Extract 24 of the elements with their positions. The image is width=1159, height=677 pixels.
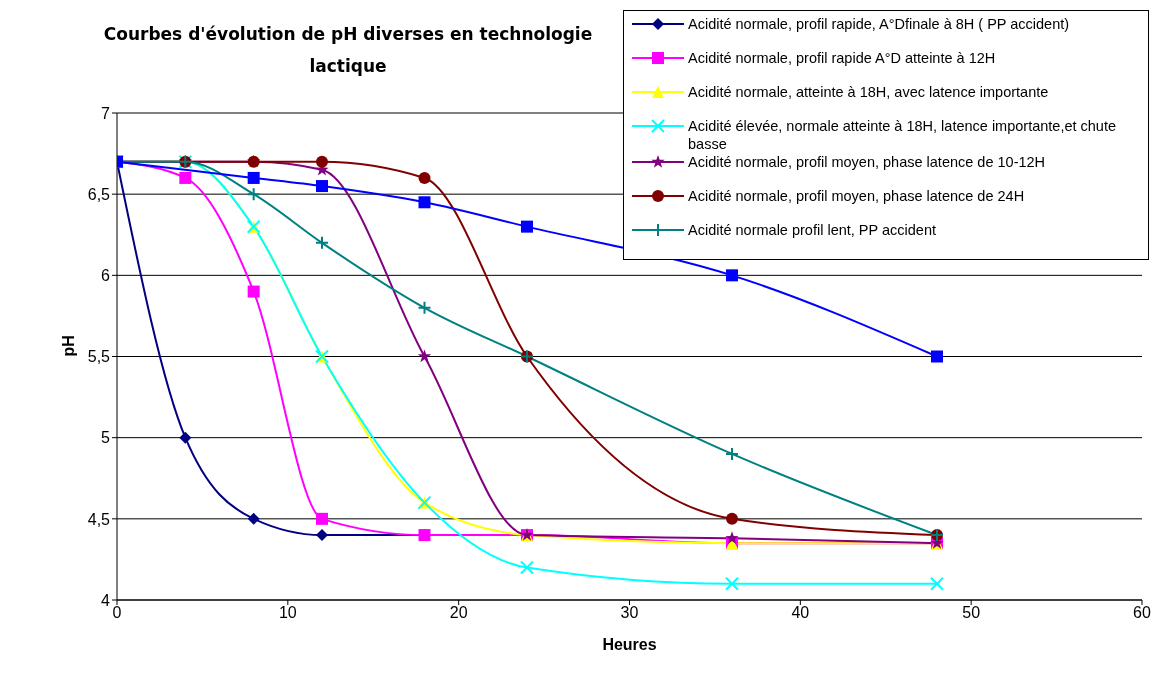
x-tick-label: 30 bbox=[620, 604, 639, 622]
x-tick-label: 0 bbox=[112, 604, 122, 622]
legend-label: Acidité normale, profil rapide, A°Dfinale à 8H ( PP accident) bbox=[688, 15, 1070, 33]
y-tick-label: 6,5 bbox=[87, 185, 111, 203]
y-tick-label: 4 bbox=[101, 591, 111, 609]
chart-title: Courbes d'évolution de pH diverses en technologie lactique bbox=[102, 23, 594, 78]
x-tick-label: 50 bbox=[962, 604, 981, 622]
y-tick-label: 7 bbox=[101, 104, 111, 122]
x-tick-label: 20 bbox=[449, 604, 468, 622]
legend-label: Acidité normale, profil rapide A°D atteinte à 12H bbox=[688, 49, 996, 67]
x-tick-label: 40 bbox=[791, 604, 810, 622]
legend-label: Acidité normale, atteinte à 18H, avec latence importante bbox=[688, 83, 1049, 101]
legend-label: Acidité élevée, normale atteinte à 18H, latence importante,et chute basse bbox=[688, 117, 1117, 153]
x-tick-label: 10 bbox=[278, 604, 297, 622]
x-tick-label: 60 bbox=[1133, 604, 1151, 622]
legend-label: Acidité normale, profil moyen, phase latence de 24H bbox=[688, 187, 1025, 205]
y-tick-label: 4,5 bbox=[87, 510, 111, 528]
legend-label: Acidité normale, profil moyen, phase latence de 10-12H bbox=[688, 153, 1046, 171]
y-tick-label: 6 bbox=[101, 267, 111, 285]
y-axis-title: pH bbox=[59, 335, 77, 357]
y-tick-label: 5,5 bbox=[87, 348, 111, 366]
x-axis-title: Heures bbox=[602, 636, 657, 653]
legend-label: Acidité normale profil lent, PP accident bbox=[688, 221, 936, 239]
y-tick-label: 5 bbox=[101, 429, 111, 447]
